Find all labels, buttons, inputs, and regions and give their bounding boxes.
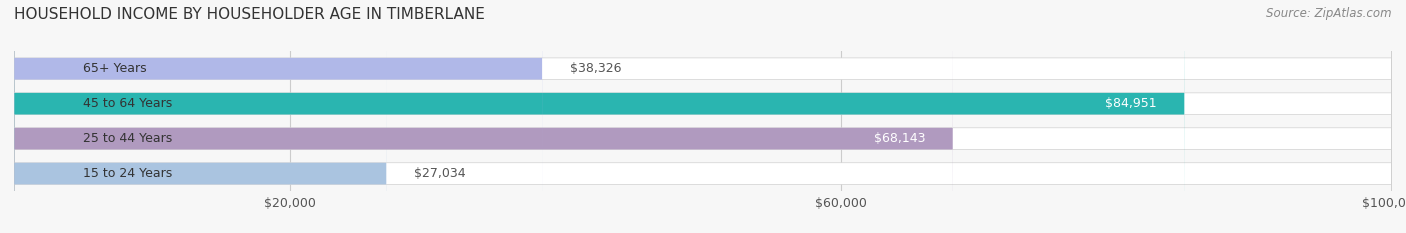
Text: 65+ Years: 65+ Years xyxy=(83,62,146,75)
FancyBboxPatch shape xyxy=(14,0,543,233)
FancyBboxPatch shape xyxy=(14,0,1392,233)
Text: 45 to 64 Years: 45 to 64 Years xyxy=(83,97,172,110)
FancyBboxPatch shape xyxy=(14,0,1185,233)
FancyBboxPatch shape xyxy=(14,0,953,233)
FancyBboxPatch shape xyxy=(14,0,1392,233)
FancyBboxPatch shape xyxy=(14,0,1392,233)
Text: Source: ZipAtlas.com: Source: ZipAtlas.com xyxy=(1267,7,1392,20)
FancyBboxPatch shape xyxy=(14,0,387,233)
Text: $84,951: $84,951 xyxy=(1105,97,1157,110)
Text: $27,034: $27,034 xyxy=(415,167,465,180)
FancyBboxPatch shape xyxy=(14,0,1392,233)
Text: 15 to 24 Years: 15 to 24 Years xyxy=(83,167,172,180)
Text: $38,326: $38,326 xyxy=(569,62,621,75)
Text: $68,143: $68,143 xyxy=(875,132,925,145)
Text: 25 to 44 Years: 25 to 44 Years xyxy=(83,132,172,145)
Text: HOUSEHOLD INCOME BY HOUSEHOLDER AGE IN TIMBERLANE: HOUSEHOLD INCOME BY HOUSEHOLDER AGE IN T… xyxy=(14,7,485,22)
